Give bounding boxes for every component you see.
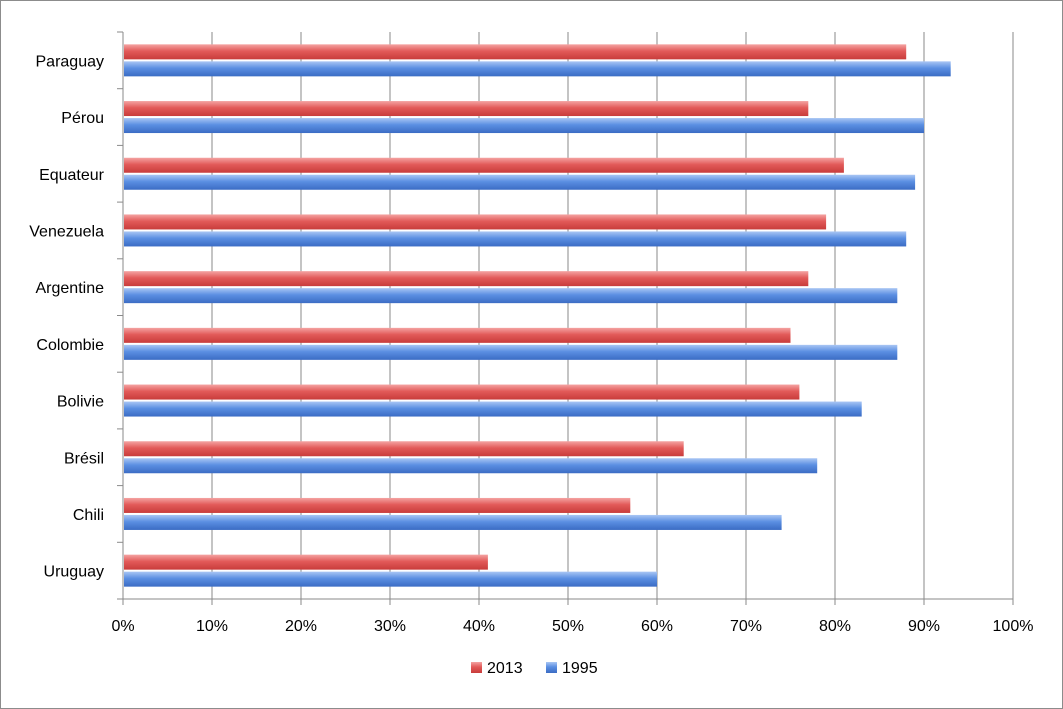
bar-2013-Equateur [124, 157, 844, 173]
category-label: Chili [73, 507, 104, 524]
legend-item-2013: 2013 [471, 660, 523, 677]
labels: 0% 10% 20% 30% 40% 50% 60% 70% 80% 90% 100% Paragua… [29, 53, 1033, 635]
category-label: Colombie [36, 337, 104, 354]
bar-1995-Argentine [124, 288, 898, 304]
bar-1995-Pérou [124, 118, 924, 134]
bar-2013-Bolivie [124, 384, 800, 400]
x-tick-label: 20% [285, 618, 317, 635]
category-label: Brésil [64, 450, 104, 467]
bar-2013-Pérou [124, 101, 809, 117]
x-tick-label: 60% [641, 618, 673, 635]
legend-label: 2013 [487, 660, 523, 677]
bars [124, 44, 951, 587]
category-label: Pérou [61, 110, 104, 127]
legend: 2013 1995 [471, 660, 598, 677]
bar-1995-Bolivie [124, 401, 862, 417]
category-label: Argentine [36, 280, 105, 297]
bar-1995-Equateur [124, 174, 916, 190]
bar-1995-Uruguay [124, 571, 657, 587]
bar-2013-Brésil [124, 441, 684, 457]
gridlines [211, 32, 1014, 599]
x-tick-label: 50% [552, 618, 584, 635]
legend-swatch [471, 662, 482, 673]
legend-label: 1995 [562, 660, 598, 677]
bar-2013-Chili [124, 497, 631, 513]
category-label: Venezuela [29, 223, 104, 240]
bar-1995-Venezuela [124, 231, 907, 247]
category-label: Uruguay [44, 564, 104, 581]
bar-2013-Uruguay [124, 554, 488, 570]
x-tick-label: 30% [374, 618, 406, 635]
x-tick-label: 70% [730, 618, 762, 635]
bar-2013-Colombie [124, 327, 791, 343]
axes [117, 31, 1014, 605]
x-tick-label: 10% [196, 618, 228, 635]
bar-1995-Paraguay [124, 61, 951, 77]
category-label: Equateur [39, 167, 105, 184]
bar-1995-Brésil [124, 458, 818, 474]
bar-1995-Colombie [124, 344, 898, 360]
x-tick-label: 40% [463, 618, 495, 635]
category-label: Paraguay [36, 53, 105, 70]
x-tick-label: 80% [819, 618, 851, 635]
category-label: Bolivie [57, 394, 104, 411]
legend-swatch [546, 662, 557, 673]
x-tick-label: 0% [111, 618, 134, 635]
legend-item-1995: 1995 [546, 660, 598, 677]
x-tick-label: 90% [908, 618, 940, 635]
bar-1995-Chili [124, 514, 782, 530]
bar-2013-Paraguay [124, 44, 907, 60]
bar-2013-Venezuela [124, 214, 827, 230]
x-tick-label: 100% [993, 618, 1034, 635]
bar-2013-Argentine [124, 271, 809, 287]
